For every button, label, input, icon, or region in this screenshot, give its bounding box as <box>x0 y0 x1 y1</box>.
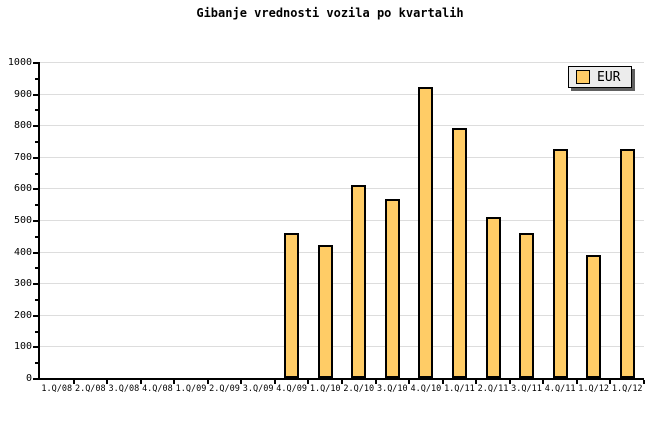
legend-swatch-icon <box>576 70 590 84</box>
y-axis-tick <box>33 283 38 286</box>
gridline <box>40 93 644 95</box>
y-axis-tick <box>33 314 38 317</box>
bar <box>619 148 635 378</box>
x-axis-tick <box>575 380 578 384</box>
y-axis-tick <box>33 346 38 349</box>
y-axis-minor-tick <box>35 204 38 207</box>
x-axis-label: 3.Q/11 <box>511 384 542 394</box>
y-axis-tick <box>33 93 38 96</box>
x-axis-label: 4.Q/11 <box>544 384 576 394</box>
bar <box>586 254 602 378</box>
x-axis-tick <box>206 380 209 384</box>
y-axis-label: 400 <box>13 246 32 258</box>
y-axis-tick <box>33 220 38 222</box>
x-axis-label: 3.Q/08 <box>108 384 140 394</box>
y-axis-tick <box>33 125 38 128</box>
bar <box>351 185 367 378</box>
x-axis-tick <box>374 380 377 384</box>
bar <box>519 232 535 378</box>
y-axis-minor-tick <box>35 330 38 333</box>
x-axis-tick <box>307 380 310 384</box>
bar <box>552 148 568 378</box>
gridline <box>40 62 644 63</box>
x-axis-label: 2.Q/10 <box>343 384 375 394</box>
y-axis-minor-tick <box>35 267 38 270</box>
x-axis-label: 4.Q/09 <box>276 384 307 394</box>
x-axis-tick <box>341 380 343 384</box>
y-axis-label: 700 <box>13 151 32 163</box>
y-axis-minor-tick <box>35 109 38 112</box>
y-axis-tick <box>33 62 38 64</box>
gridline <box>40 251 644 253</box>
x-axis-tick <box>72 380 75 384</box>
y-axis-tick <box>33 251 38 254</box>
gridline <box>40 125 644 127</box>
y-axis-label: 300 <box>13 278 32 290</box>
y-axis-tick <box>33 378 38 380</box>
x-axis-tick <box>475 380 478 384</box>
y-axis-label: 500 <box>13 215 32 226</box>
legend-label: EUR <box>597 69 621 85</box>
x-axis-label: 4.Q/08 <box>142 384 173 394</box>
y-axis-line <box>38 62 40 380</box>
x-axis-label: 1.Q/12 <box>611 384 643 394</box>
x-axis-label: 1.Q/08 <box>41 384 73 394</box>
x-axis-tick <box>542 380 545 384</box>
y-axis-label: 900 <box>13 88 32 100</box>
bar <box>317 245 333 378</box>
y-axis-minor-tick <box>35 362 38 365</box>
x-axis-tick <box>609 380 612 384</box>
x-axis-label: 1.Q/11 <box>444 384 475 394</box>
x-axis-tick <box>643 380 645 384</box>
x-axis-tick <box>408 380 411 384</box>
x-axis-label: 4.Q/10 <box>410 384 442 394</box>
bar <box>284 232 300 378</box>
y-axis-label: 600 <box>13 183 32 195</box>
y-axis-label: 1000 <box>7 57 32 68</box>
y-axis-label: 800 <box>13 120 32 132</box>
x-axis-label: 1.Q/10 <box>309 384 341 394</box>
y-axis-label: 100 <box>13 341 32 353</box>
y-axis-minor-tick <box>35 141 38 143</box>
x-axis-tick <box>106 380 109 384</box>
bar <box>485 216 501 378</box>
y-axis-tick <box>33 188 38 191</box>
gridline <box>40 283 644 285</box>
y-axis-minor-tick <box>35 235 38 238</box>
x-axis-label: 1.Q/12 <box>578 384 609 394</box>
y-axis-tick <box>33 156 38 159</box>
x-axis-line <box>38 378 644 380</box>
gridline <box>40 346 644 348</box>
x-axis-label: 2.Q/08 <box>74 384 106 394</box>
y-axis-minor-tick <box>35 77 38 80</box>
x-axis-label: 2.Q/09 <box>209 384 240 394</box>
x-axis-label: 2.Q/11 <box>477 384 509 394</box>
x-axis-tick <box>508 380 511 384</box>
legend: EUR <box>568 66 632 88</box>
gridline <box>40 188 644 190</box>
bar <box>418 87 434 378</box>
x-axis-tick <box>240 380 243 384</box>
y-axis-minor-tick <box>35 299 38 301</box>
y-axis-label: 200 <box>13 309 32 321</box>
x-axis-label: 1.Q/09 <box>175 384 207 394</box>
x-axis-tick <box>173 380 176 384</box>
chart-title: Gibanje vrednosti vozila po kvartalih <box>196 6 464 20</box>
x-axis-label: 3.Q/09 <box>242 384 274 394</box>
gridline <box>40 314 644 316</box>
x-axis-tick <box>441 380 444 384</box>
gridline <box>40 156 644 158</box>
gridline <box>40 220 644 221</box>
y-axis-minor-tick <box>35 172 38 175</box>
x-axis-tick <box>139 380 142 384</box>
x-axis-tick <box>273 380 276 384</box>
y-axis-label: 0 <box>25 373 32 384</box>
bar <box>451 128 467 378</box>
bar <box>384 199 400 378</box>
x-axis-label: 3.Q/10 <box>376 384 408 394</box>
